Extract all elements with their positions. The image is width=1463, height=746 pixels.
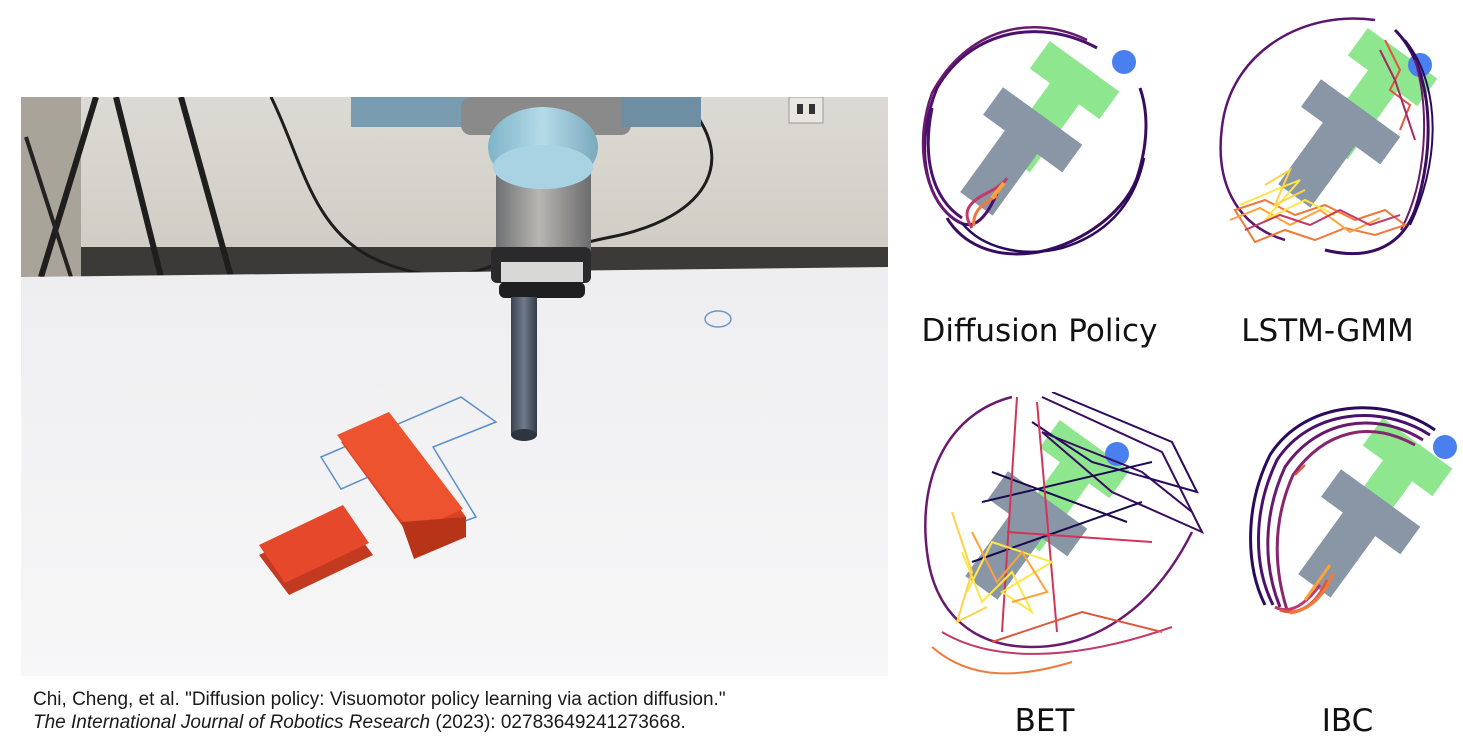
lstm-gmm-panel — [1205, 10, 1450, 275]
citation-line-2: The International Journal of Robotics Re… — [33, 711, 893, 734]
panel-label-bet: BET — [1014, 703, 1075, 739]
panel-label-diffusion-policy: Diffusion Policy — [921, 313, 1158, 349]
citation-caption: Chi, Cheng, et al. "Diffusion policy: Vi… — [33, 688, 893, 734]
bet-trajectory-plot — [924, 392, 1205, 675]
robot-arm-pushing-t-block-photo — [21, 97, 888, 676]
diffusion-policy-panel — [912, 18, 1167, 268]
lstm-gmm-trajectory-plot — [1219, 17, 1438, 256]
journal-name: The International Journal of Robotics Re… — [33, 712, 431, 733]
ibc-trajectory-plot — [1249, 406, 1457, 615]
panel-label-ibc: IBC — [1321, 703, 1374, 739]
ibc-panel — [1235, 395, 1460, 625]
diffusion-policy-trajectory-plot — [921, 26, 1148, 256]
citation-line-1: Chi, Cheng, et al. "Diffusion policy: Vi… — [33, 689, 726, 710]
citation-year-pages: (2023): 02783649241273668. — [430, 712, 686, 733]
robot-photo — [21, 97, 888, 676]
panel-label-lstm-gmm: LSTM-GMM — [1241, 313, 1414, 349]
bet-panel — [912, 392, 1212, 682]
